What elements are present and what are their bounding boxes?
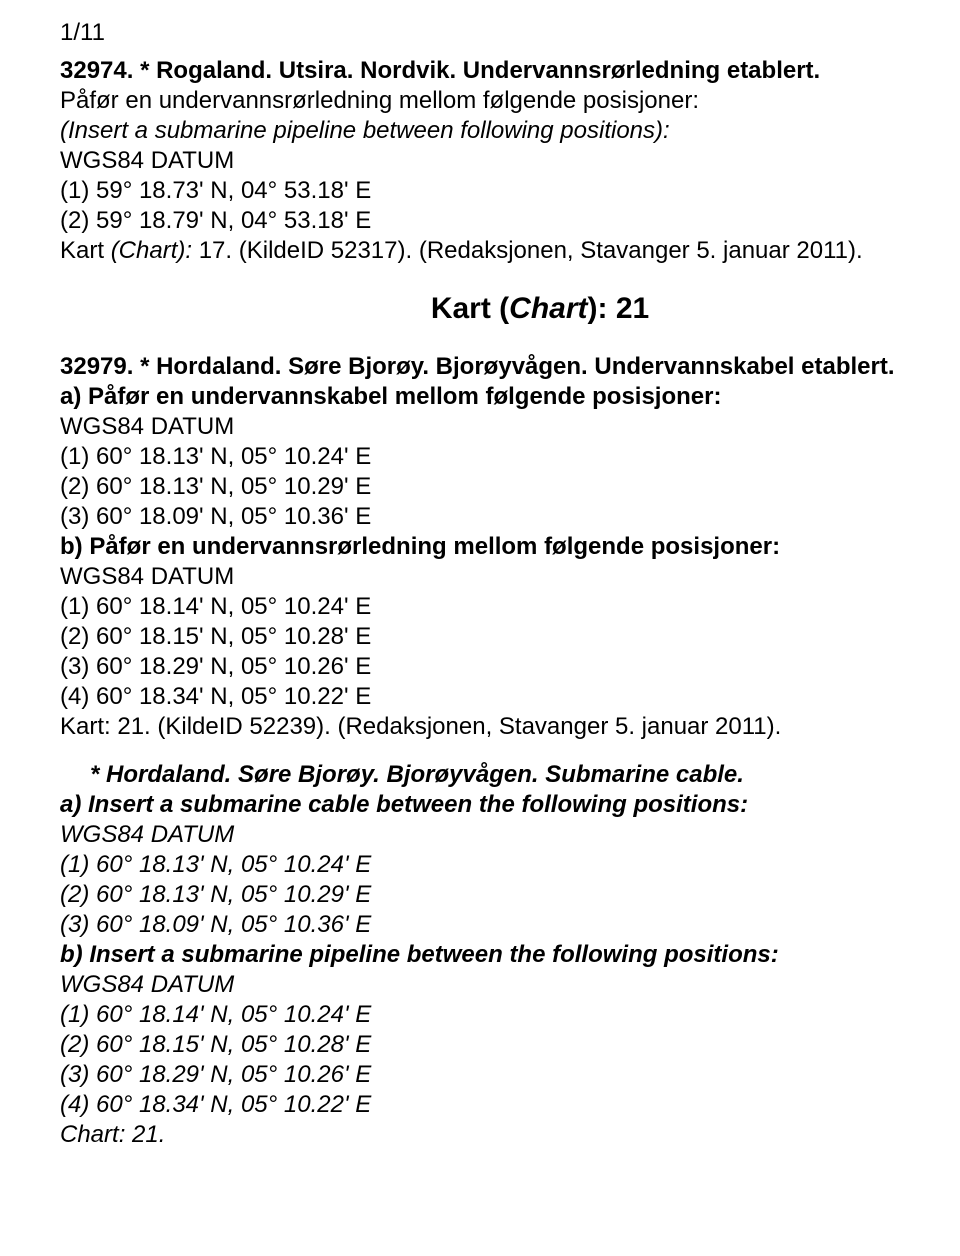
datum-label-2: WGS84 DATUM — [60, 562, 960, 592]
notice-32979-no: 32979. * Hordaland. Søre Bjorøy. Bjorøyv… — [60, 352, 960, 742]
notice-32979-en: * Hordaland. Søre Bjorøy. Bjorøyvågen. S… — [60, 760, 960, 1150]
page-indicator-left: 1/11 — [60, 18, 105, 48]
datum-label: WGS84 DATUM — [60, 412, 960, 442]
datum-label: WGS84 DATUM — [60, 146, 960, 176]
chart-heading: Kart (Chart): 21 — [60, 290, 960, 328]
b-position-1-en: (1) 60° 18.14' N, 05° 10.24' E — [60, 1000, 960, 1030]
kart-rest: 17. (KildeID 52317). (Redaksjonen, Stava… — [192, 237, 863, 264]
intro-line-en: (Insert a submarine pipeline between fol… — [60, 116, 960, 146]
a-position-3-en: (3) 60° 18.09' N, 05° 10.36' E — [60, 910, 960, 940]
b-position-3-en: (3) 60° 18.29' N, 05° 10.26' E — [60, 1060, 960, 1090]
notice-title: 32974. * Rogaland. Utsira. Nordvik. Unde… — [60, 56, 960, 86]
chart-heading-post: ): 21 — [588, 292, 650, 325]
a-position-3: (3) 60° 18.09' N, 05° 10.36' E — [60, 502, 960, 532]
notice-32974: 32974. * Rogaland. Utsira. Nordvik. Unde… — [60, 56, 960, 266]
spacer — [60, 748, 960, 760]
a-position-2-en: (2) 60° 18.13' N, 05° 10.29' E — [60, 880, 960, 910]
datum-label-en-2: WGS84 DATUM — [60, 970, 960, 1000]
b-position-3: (3) 60° 18.29' N, 05° 10.26' E — [60, 652, 960, 682]
a-position-2: (2) 60° 18.13' N, 05° 10.29' E — [60, 472, 960, 502]
chart-heading-mid: Chart — [509, 292, 587, 325]
b-intro-text: b) Påfør en undervannsrørledning mellom … — [60, 533, 780, 560]
kart-prefix: Kart — [60, 237, 111, 264]
a-intro: a) Påfør en undervannskabel mellom følge… — [60, 382, 960, 412]
notice-title: 32979. * Hordaland. Søre Bjorøy. Bjorøyv… — [60, 352, 960, 382]
b-intro-en: b) Insert a submarine pipeline between t… — [60, 940, 960, 970]
a-position-1: (1) 60° 18.13' N, 05° 10.24' E — [60, 442, 960, 472]
kart-chart-word: (Chart): — [111, 237, 192, 264]
b-intro: b) Påfør en undervannsrørledning mellom … — [60, 532, 960, 562]
b-position-4: (4) 60° 18.34' N, 05° 10.22' E — [60, 682, 960, 712]
chart-reference: Kart (Chart): 17. (KildeID 52317). (Reda… — [60, 236, 960, 266]
a-position-1-en: (1) 60° 18.13' N, 05° 10.24' E — [60, 850, 960, 880]
a-intro-text: a) Påfør en undervannskabel mellom følge… — [60, 383, 721, 410]
chart-foot-en: Chart: 21. — [60, 1120, 960, 1150]
intro-line-no: Påfør en undervannsrørledning mellom føl… — [60, 86, 960, 116]
notice-title-en: * Hordaland. Søre Bjorøy. Bjorøyvågen. S… — [90, 760, 960, 790]
b-intro-en-text: b) Insert a submarine pipeline between t… — [60, 941, 779, 968]
b-position-4-en: (4) 60° 18.34' N, 05° 10.22' E — [60, 1090, 960, 1120]
datum-label-en: WGS84 DATUM — [60, 820, 960, 850]
b-position-1: (1) 60° 18.14' N, 05° 10.24' E — [60, 592, 960, 622]
page-header: 1/11 12 — [60, 18, 960, 48]
a-intro-en: a) Insert a submarine cable between the … — [60, 790, 960, 820]
chart-reference-foot: Kart: 21. (KildeID 52239). (Redaksjonen,… — [60, 712, 960, 742]
chart-heading-pre: Kart ( — [431, 292, 509, 325]
a-intro-en-text: a) Insert a submarine cable between the … — [60, 791, 748, 818]
b-position-2: (2) 60° 18.15' N, 05° 10.28' E — [60, 622, 960, 652]
position-2: (2) 59° 18.79' N, 04° 53.18' E — [60, 206, 960, 236]
b-position-2-en: (2) 60° 18.15' N, 05° 10.28' E — [60, 1030, 960, 1060]
position-1: (1) 59° 18.73' N, 04° 53.18' E — [60, 176, 960, 206]
